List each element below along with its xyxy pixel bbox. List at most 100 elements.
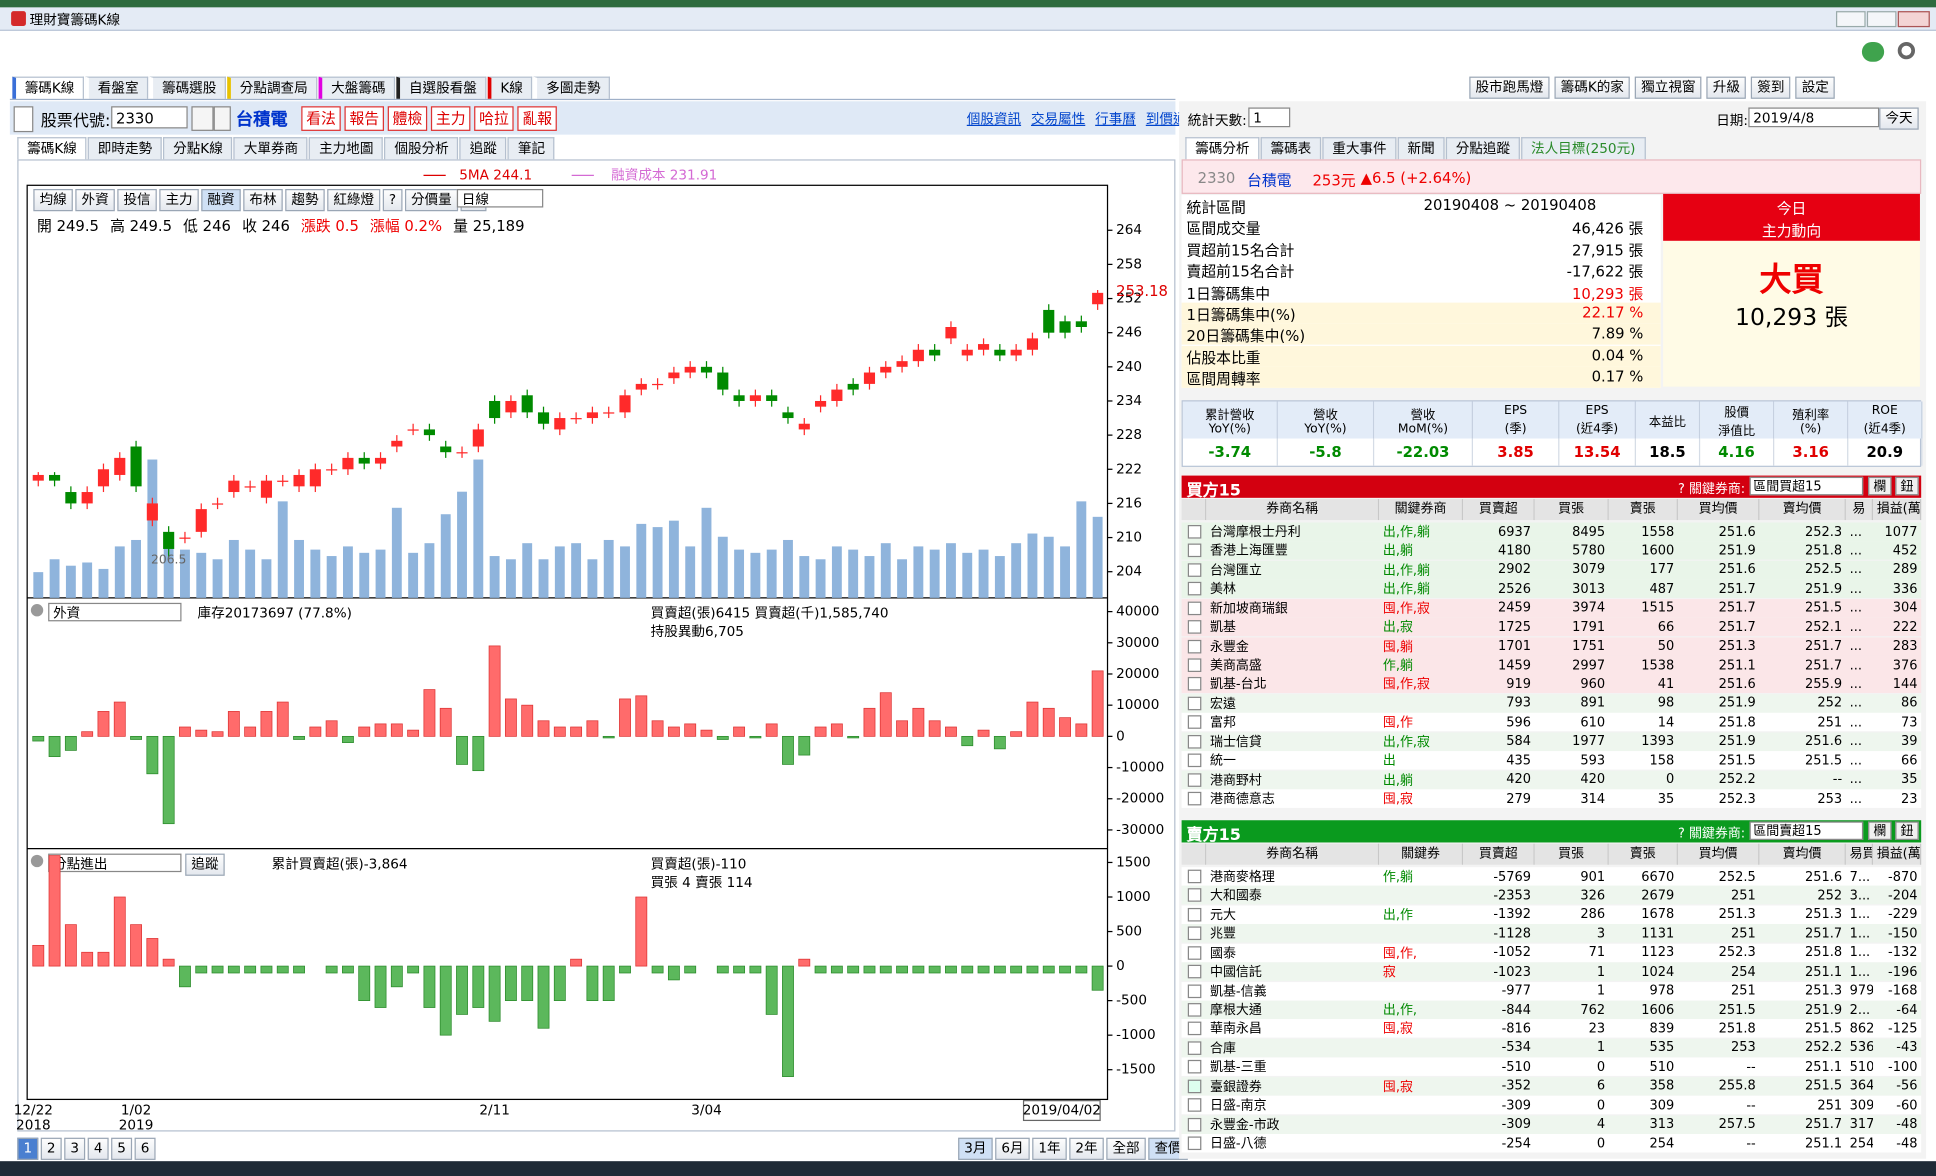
sub-tab[interactable]: 即時走勢	[87, 137, 163, 160]
right-tab[interactable]: 法人目標(250元)	[1521, 137, 1646, 160]
table-button[interactable]: 欄	[1868, 476, 1892, 496]
back-button[interactable]	[13, 106, 34, 133]
right-tab[interactable]: 重大事件	[1322, 137, 1397, 160]
page-button[interactable]: 1	[17, 1137, 39, 1160]
row-checkbox[interactable]	[1187, 563, 1202, 577]
chart-tool[interactable]: 均線	[33, 189, 73, 212]
app-tab[interactable]: 籌碼選股	[149, 76, 227, 99]
chart-tool[interactable]: ?	[382, 189, 403, 212]
row-checkbox[interactable]	[1187, 907, 1202, 922]
table-button[interactable]: 鈕	[1895, 821, 1919, 840]
range-button[interactable]: 全部	[1106, 1137, 1146, 1160]
add-button[interactable]	[213, 106, 231, 131]
action-button[interactable]: 哈拉	[474, 106, 514, 131]
panel-select[interactable]: 外資	[48, 602, 182, 622]
chart-tool[interactable]: 融資	[201, 189, 241, 212]
row-checkbox[interactable]	[1187, 964, 1202, 979]
toolbar-button[interactable]: 簽到	[1751, 76, 1791, 99]
key-select[interactable]: 區間賣超15	[1749, 821, 1864, 840]
period-select[interactable]: 日線	[456, 189, 544, 208]
row-checkbox[interactable]	[1187, 945, 1202, 960]
toolbar-button[interactable]: 籌碼K的家	[1554, 76, 1631, 99]
row-checkbox[interactable]	[1187, 772, 1202, 787]
row-checkbox[interactable]	[1187, 1022, 1202, 1036]
action-button[interactable]: 亂報	[517, 106, 557, 131]
chart-tool[interactable]: 外資	[75, 189, 115, 212]
row-checkbox[interactable]	[1187, 715, 1202, 730]
row-checkbox[interactable]	[1187, 1003, 1202, 1017]
row-checkbox[interactable]	[1187, 696, 1202, 711]
close-panel[interactable]	[30, 604, 44, 617]
row-checkbox[interactable]	[1187, 1136, 1202, 1151]
chat-icon[interactable]	[1861, 42, 1885, 62]
key-select[interactable]: 區間買超15	[1749, 476, 1864, 496]
row-checkbox[interactable]	[1187, 1060, 1202, 1074]
row-checkbox[interactable]	[1187, 639, 1202, 653]
close-panel[interactable]	[30, 854, 44, 868]
sub-tab[interactable]: 主力地圖	[309, 137, 384, 160]
app-tab[interactable]: 自選股看盤	[396, 76, 487, 99]
row-checkbox[interactable]	[1187, 791, 1202, 806]
toolbar-button[interactable]: 股市跑馬燈	[1469, 76, 1550, 99]
right-tab[interactable]: 籌碼分析	[1185, 137, 1260, 160]
page-button[interactable]: 6	[134, 1137, 156, 1160]
stat-days-select[interactable]: 1	[1248, 107, 1291, 128]
row-checkbox[interactable]	[1187, 888, 1202, 903]
row-checkbox[interactable]	[1187, 984, 1202, 998]
today-button[interactable]: 今天	[1879, 107, 1919, 130]
page-button[interactable]: 4	[87, 1137, 109, 1160]
toolbar-button[interactable]: 獨立視窗	[1635, 76, 1702, 99]
panel-select[interactable]: 分點進出	[48, 853, 182, 873]
range-button[interactable]: 1年	[1032, 1137, 1067, 1160]
page-button[interactable]: 3	[64, 1137, 86, 1160]
row-checkbox[interactable]	[1187, 601, 1202, 615]
link[interactable]: 個股資訊	[966, 111, 1022, 128]
row-checkbox[interactable]	[1187, 926, 1202, 941]
action-button[interactable]: 主力	[430, 106, 471, 131]
settings-icon[interactable]	[1897, 42, 1916, 60]
stock-code-input[interactable]: 2330	[111, 106, 188, 129]
app-tab[interactable]: K線	[487, 76, 533, 99]
row-checkbox[interactable]	[1187, 582, 1202, 596]
range-button[interactable]: 2年	[1069, 1137, 1104, 1160]
app-tab[interactable]: 分點調查局	[227, 76, 318, 99]
chart-tool[interactable]: 布林	[243, 189, 283, 212]
chart-tool[interactable]: 主力	[159, 189, 199, 212]
app-tab[interactable]: 籌碼K線	[12, 76, 85, 99]
page-button[interactable]: 5	[111, 1137, 133, 1160]
sub-tab[interactable]: 籌碼K線	[17, 137, 87, 160]
maximize-button[interactable]	[1866, 11, 1897, 28]
range-button[interactable]: 3月	[958, 1137, 993, 1160]
chart-tool[interactable]: 分價量	[404, 189, 458, 212]
app-tab[interactable]: 看盤室	[85, 76, 149, 99]
row-checkbox[interactable]	[1187, 1098, 1202, 1112]
row-checkbox[interactable]	[1187, 620, 1202, 634]
chart-tool[interactable]: 趨勢	[285, 189, 325, 212]
toolbar-button[interactable]: 設定	[1795, 76, 1836, 99]
toolbar-button[interactable]: 升級	[1706, 76, 1747, 99]
sub-tab[interactable]: 個股分析	[384, 137, 459, 160]
row-checkbox[interactable]	[1187, 658, 1202, 672]
right-tab[interactable]: 分點追蹤	[1445, 137, 1520, 160]
sub-tab[interactable]: 追蹤	[459, 137, 507, 160]
row-checkbox[interactable]	[1187, 734, 1202, 749]
chart-tool[interactable]: 紅綠燈	[327, 189, 381, 212]
range-button[interactable]: 6月	[995, 1137, 1030, 1160]
close-button[interactable]	[1897, 11, 1930, 28]
action-button[interactable]: 體檢	[387, 106, 428, 131]
row-checkbox[interactable]	[1187, 1079, 1202, 1093]
link[interactable]: 交易屬性	[1030, 111, 1086, 128]
track-button[interactable]: 追蹤	[185, 853, 225, 876]
app-tab[interactable]: 大盤籌碼	[318, 76, 396, 99]
link[interactable]: 行事曆	[1095, 111, 1136, 128]
row-checkbox[interactable]	[1187, 753, 1202, 768]
sub-tab[interactable]: 分點K線	[163, 137, 233, 160]
app-tab[interactable]: 多圖走勢	[533, 76, 611, 99]
right-tab[interactable]: 籌碼表	[1260, 137, 1322, 160]
table-button[interactable]: 鈕	[1895, 476, 1919, 496]
row-checkbox[interactable]	[1187, 525, 1202, 539]
table-button[interactable]: 欄	[1868, 821, 1892, 840]
page-button[interactable]: 2	[40, 1137, 62, 1160]
search-button[interactable]	[191, 106, 214, 131]
sub-tab[interactable]: 筆記	[507, 137, 555, 160]
